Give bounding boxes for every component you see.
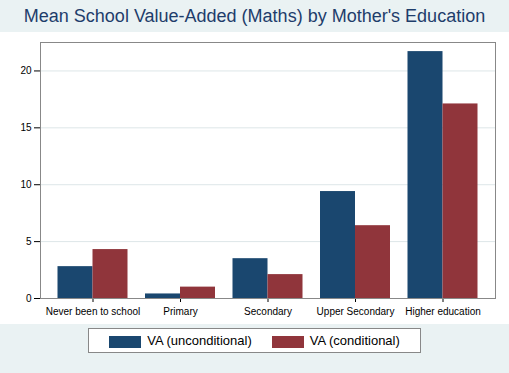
html-text:VA (unconditional): VA (unconditional) [147, 333, 252, 348]
html-text:VA (conditional): VA (conditional) [309, 333, 400, 348]
svg-text:Higher education: Higher education [405, 306, 481, 317]
svg-text:20: 20 [20, 65, 32, 76]
svg-text:0: 0 [26, 293, 32, 304]
html-text:Mean School Value-Added (Maths: Mean School Value-Added (Maths) by Mothe… [23, 6, 486, 26]
svg-text:Upper Secondary: Upper Secondary [317, 306, 395, 317]
svg-text:5: 5 [26, 236, 32, 247]
svg-text:15: 15 [20, 122, 32, 133]
svg-text:10: 10 [20, 179, 32, 190]
svg-text:Secondary: Secondary [244, 306, 292, 317]
svg-text:Never been to school: Never been to school [46, 306, 141, 317]
svg-text:Primary: Primary [163, 306, 197, 317]
